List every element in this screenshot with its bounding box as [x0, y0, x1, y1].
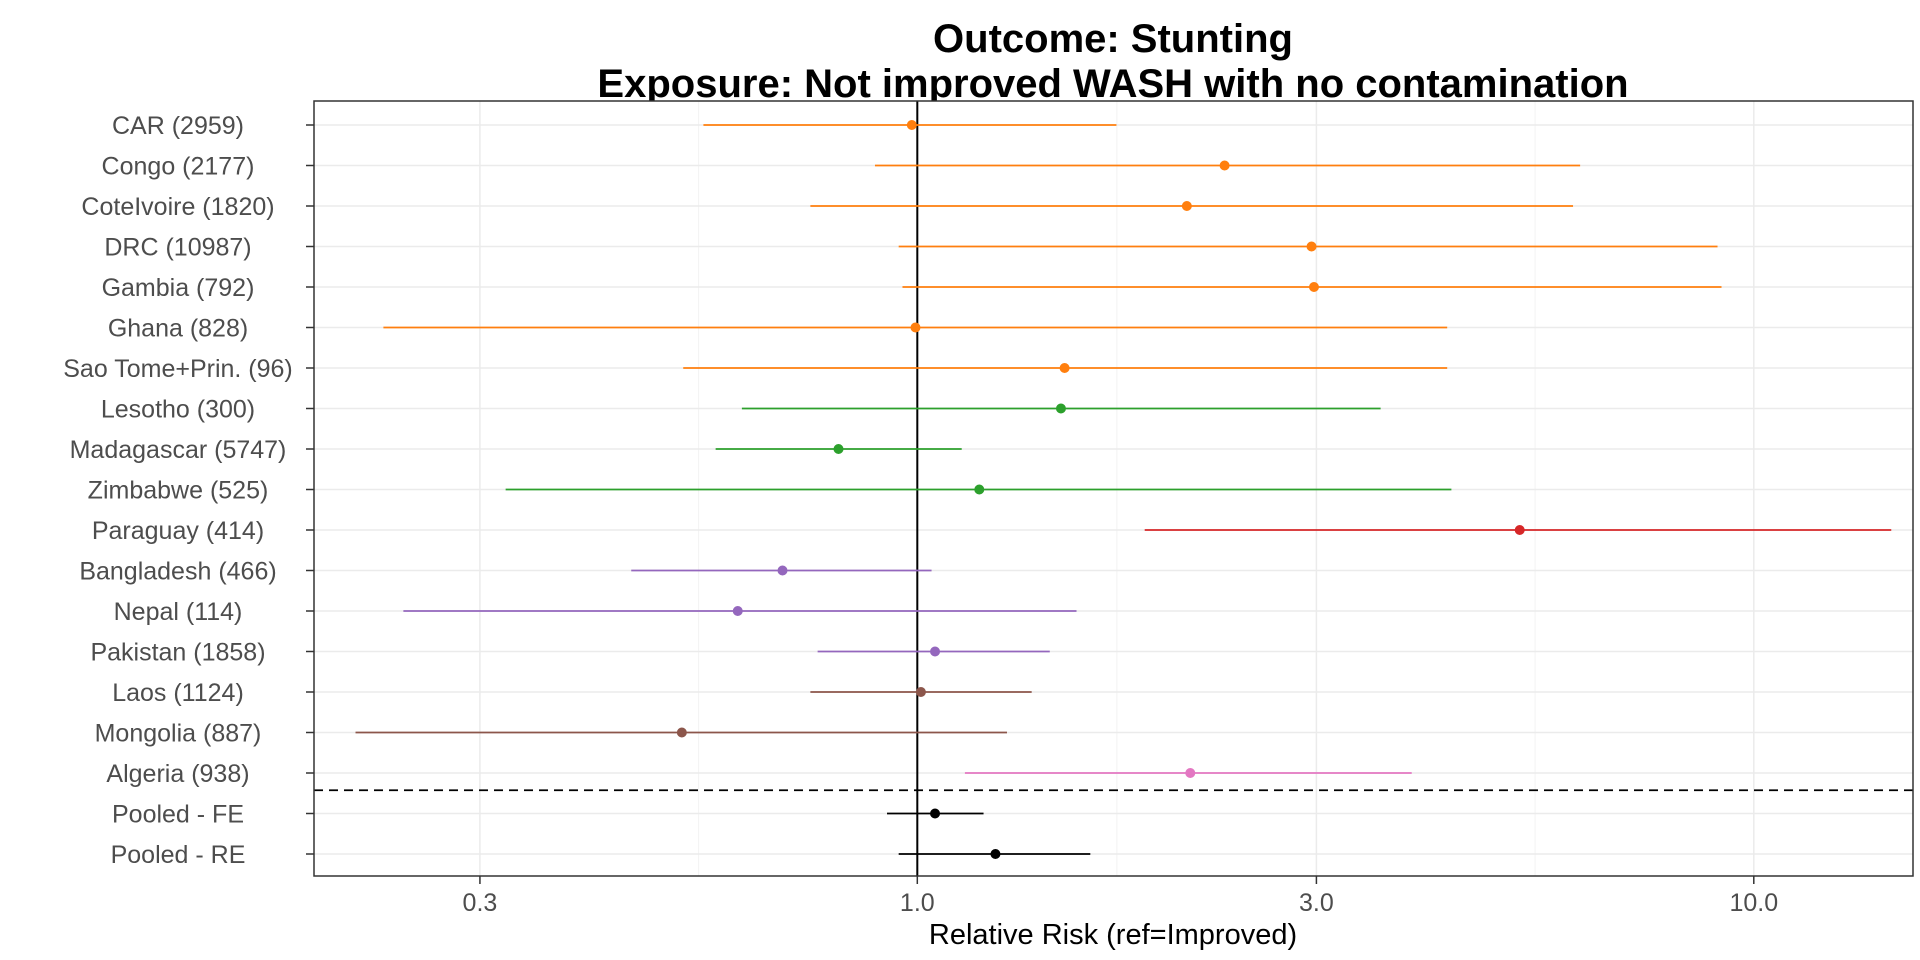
- y-tick-label: DRC (10987): [104, 234, 251, 262]
- y-tick-label: Sao Tome+Prin. (96): [63, 355, 293, 383]
- point-estimate: [990, 849, 1001, 859]
- y-tick-label: Madagascar (5747): [70, 436, 287, 464]
- y-tick-label: Nepal (114): [114, 598, 243, 626]
- panel-border: [313, 100, 1914, 877]
- y-tick-label: Pakistan (1858): [90, 639, 265, 667]
- y-tick-label: CoteIvoire (1820): [81, 193, 274, 221]
- y-tick-label: Gambia (792): [102, 274, 255, 302]
- y-tick-label: Mongolia (887): [95, 720, 262, 748]
- point-estimate: [1185, 768, 1196, 778]
- point-estimate: [1055, 403, 1066, 414]
- point-estimate: [1219, 160, 1230, 171]
- point-estimate: [910, 322, 921, 333]
- point-estimate: [1181, 201, 1192, 211]
- y-tick-label: Zimbabwe (525): [88, 477, 269, 505]
- chart-title-line-1: Outcome: Stunting: [933, 17, 1293, 61]
- x-tick-label: 10.0: [1729, 889, 1778, 917]
- point-estimate: [974, 484, 985, 495]
- x-axis-label: Relative Risk (ref=Improved): [929, 919, 1297, 951]
- x-tick-label: 1.0: [900, 889, 935, 917]
- point-estimate: [930, 646, 941, 657]
- y-tick-label: Laos (1124): [112, 679, 244, 707]
- y-tick-label: Bangladesh (466): [79, 558, 276, 586]
- y-tick-label: Congo (2177): [102, 153, 255, 181]
- y-tick-label: Ghana (828): [108, 315, 248, 343]
- y-tick-label: Algeria (938): [106, 760, 249, 788]
- x-tick-label: 0.3: [463, 889, 498, 917]
- point-estimate: [915, 687, 926, 697]
- y-axis-labels: CAR (2959) Congo (2177) CoteIvoire (1820) D…: [63, 112, 314, 869]
- point-estimate: [1514, 525, 1525, 535]
- x-tick-label: 3.0: [1299, 889, 1334, 917]
- point-estimate: [906, 120, 917, 130]
- y-tick-label: Pooled - FE: [112, 801, 244, 829]
- chart-title-line-2: Exposure: Not improved WASH with no cont…: [597, 62, 1628, 106]
- point-estimate: [833, 444, 844, 454]
- y-tick-label: CAR (2959): [112, 112, 244, 140]
- point-estimate: [1059, 363, 1070, 373]
- y-tick-label: Lesotho (300): [101, 396, 255, 424]
- point-estimate: [676, 727, 687, 738]
- y-tick-label: Pooled - RE: [111, 841, 246, 869]
- point-estimate: [930, 808, 941, 819]
- panel-background: [314, 101, 1913, 876]
- point-estimate: [777, 565, 788, 576]
- point-estimate: [1306, 241, 1317, 252]
- y-tick-label: Paraguay (414): [92, 517, 264, 545]
- point-estimate: [732, 606, 743, 616]
- plot-panel: [313, 100, 1914, 877]
- point-estimate: [1308, 282, 1319, 292]
- x-axis-ticks: 0.3 1.0 3.0 10.0: [463, 876, 1778, 917]
